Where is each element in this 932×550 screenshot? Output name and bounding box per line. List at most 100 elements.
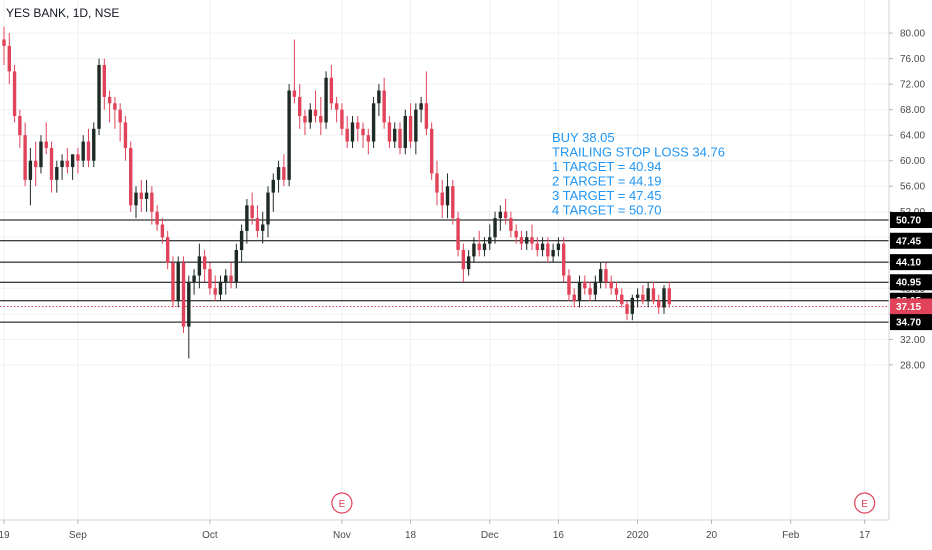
candle-body [440, 192, 444, 206]
candle-body [625, 304, 629, 314]
candle-body [503, 211, 508, 219]
candle-body [107, 96, 112, 104]
candle-body [657, 301, 661, 308]
candle-body [551, 250, 555, 257]
candle-body [488, 237, 492, 244]
candle-body [287, 90, 291, 180]
level-label: 50.70 [896, 216, 921, 227]
candle-body [635, 294, 640, 298]
candle-body [398, 128, 402, 148]
earnings-marker-label: E [339, 499, 346, 510]
candle-body [97, 65, 101, 129]
candle-body [477, 243, 481, 251]
price-tick-label: 64.00 [900, 131, 925, 142]
candle-body [577, 281, 582, 302]
candle-body [150, 192, 154, 212]
candle-body [414, 109, 418, 142]
candle-body [208, 269, 212, 289]
candle-body [234, 250, 239, 282]
annotation-line: BUY 38.05 [552, 130, 615, 145]
candle-body [118, 109, 122, 123]
candle-body [525, 237, 529, 244]
candle-body [271, 179, 275, 193]
candle-body [55, 167, 59, 180]
candle-body [229, 275, 233, 282]
candle-body [356, 122, 360, 129]
candle-body [319, 116, 323, 123]
candle-body [255, 218, 260, 231]
earnings-marker-icon[interactable] [854, 492, 876, 514]
candle-body [70, 154, 75, 168]
candle-body [667, 288, 671, 305]
candle-body [435, 173, 439, 193]
price-tick-label: 60.00 [900, 156, 925, 167]
candle-body [535, 243, 539, 251]
candle-body [567, 275, 571, 295]
candle-body [92, 128, 96, 161]
candle-body [224, 275, 228, 282]
time-tick-label: Nov [333, 530, 351, 541]
level-lines [0, 219, 889, 323]
chart-title: YES BANK, 1D, NSE [6, 6, 119, 20]
candle-body [620, 294, 624, 305]
annotation-line: 1 TARGET = 40.94 [552, 159, 661, 174]
candle-body [39, 141, 43, 168]
candle-body [192, 275, 196, 282]
annotation-line: 3 TARGET = 47.45 [552, 188, 661, 203]
candle-body [561, 243, 566, 276]
candle-body [139, 192, 143, 199]
candle-body [651, 288, 656, 302]
level-label-box [890, 274, 932, 291]
time-tick-label: 18 [405, 530, 417, 541]
earnings-marker-label: E [861, 499, 868, 510]
candle-body [424, 103, 429, 129]
candle-body [530, 237, 534, 244]
candle-body [218, 281, 223, 295]
level-label: 44.10 [896, 258, 921, 269]
candle-body [33, 160, 38, 168]
candle-body [65, 160, 70, 168]
candle-body [451, 186, 455, 219]
candle-body [593, 281, 598, 295]
price-tick-label: 72.00 [900, 80, 925, 91]
grid [0, 0, 889, 520]
candle-body [614, 288, 619, 295]
candle-body [292, 90, 297, 97]
candle-body [297, 96, 302, 117]
candle-body [334, 103, 339, 110]
candle-body [23, 135, 27, 180]
candle-body [493, 218, 497, 238]
candle-body [202, 256, 207, 270]
candle-body [630, 297, 635, 314]
candle-body [583, 281, 587, 289]
candle-body [382, 90, 386, 123]
candle-body [466, 256, 471, 270]
candle-body [60, 160, 64, 168]
candle-body [340, 109, 344, 129]
candle-body [604, 269, 608, 282]
earnings-marker-icon[interactable] [331, 492, 353, 514]
candle-body [387, 122, 392, 142]
candle-body [160, 224, 165, 238]
price-tick-label: 56.00 [900, 182, 925, 193]
candle-body [171, 262, 175, 302]
level-label: 40.95 [896, 278, 921, 289]
candle-body [361, 128, 365, 136]
candle-body [662, 288, 666, 308]
candle-body [408, 116, 413, 142]
candle-body [7, 45, 11, 72]
candle-body [445, 186, 450, 206]
candle-body [419, 103, 423, 110]
candle-body [482, 243, 487, 251]
candle-body [165, 237, 170, 263]
annotation-line: 4 TARGET = 50.70 [552, 203, 661, 218]
time-tick-label: Sep [69, 530, 87, 541]
candle-body [498, 211, 503, 219]
candle-body [282, 167, 286, 180]
candle-body [181, 262, 186, 327]
candle-body [134, 192, 138, 206]
